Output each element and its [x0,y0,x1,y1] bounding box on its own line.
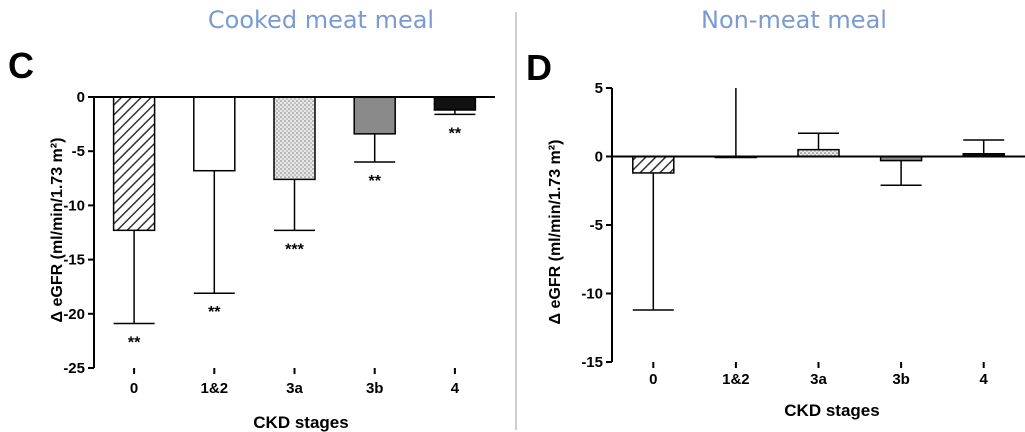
panel-d-bar [632,155,675,174]
panel-d-x-tick-label: 1&2 [722,371,750,388]
panel-c-x-tick-label: 3b [366,380,384,397]
panel-c-significance-label: *** [285,241,304,258]
panel-d-letter: D [526,47,552,88]
panel-d: Non-meat meal D Δ eGFR (ml/min/1.73 m²) … [526,6,1025,420]
panel-c-x-tick-label: 1&2 [201,380,229,397]
panel-d-y-tick-label: -5 [590,217,603,234]
panel-c-y-tick-label: -15 [63,252,85,269]
panel-c-x-axis-title: CKD stages [253,413,348,432]
panel-c-x-tick-label: 3a [286,380,303,397]
panel-d-bar [797,148,840,158]
panel-c-bar [273,96,316,181]
panel-c-y-tick-label: -10 [63,197,85,214]
panel-c-bar [433,96,477,111]
panel-c-significance-label: ** [128,335,141,352]
panel-d-x-tick-label: 3a [810,371,827,388]
panel-d-x-tick-label: 4 [980,371,989,388]
panel-d-y-tick-label: -15 [581,354,603,371]
panel-d-y-tick-label: 5 [595,80,603,97]
panel-d-x-tick-label: 0 [649,371,657,388]
panel-c-y-axis-title: Δ eGFR (ml/min/1.73 m²) [49,138,66,323]
panel-c-bar [353,96,396,135]
panel-c-y-tick-label: -25 [63,360,85,377]
panel-d-y-tick-label: 0 [595,149,603,166]
panel-c-letter: C [8,45,34,86]
panel-c-significance-label: ** [208,304,221,321]
panel-c-y-tick-label: 0 [77,89,85,106]
panel-c-significance-label: ** [449,125,462,142]
panel-d-y-axis-title: Δ eGFR (ml/min/1.73 m²) [547,140,564,325]
panel-c-bar [193,96,236,172]
panel-d-x-tick-label: 3b [892,371,910,388]
panel-d-x-axis-title: CKD stages [784,401,879,420]
panel-d-plot: 5 0 -5 -10 -15 0 1&2 3a 3b 4 [581,80,1025,388]
panel-c-x-tick-label: 0 [130,380,138,397]
panel-c-significance-label: ** [368,173,381,190]
panel-c-bar [112,96,156,232]
panel-c-plot: 0 -5 -10 -15 -20 -25 ** 0 ** 1&2 *** 3a ** 3b ** 4 [63,89,495,397]
panel-d-heading: Non-meat meal [701,6,887,34]
panel-c-y-tick-label: -5 [72,143,85,160]
panel-c: Cooked meat meal C Δ eGFR (ml/min/1.73 m… [8,6,495,432]
panel-c-heading: Cooked meat meal [208,6,434,34]
panel-d-y-tick-label: -10 [581,286,603,303]
panel-c-y-tick-label: -20 [63,306,85,323]
panel-c-x-tick-label: 4 [451,380,460,397]
